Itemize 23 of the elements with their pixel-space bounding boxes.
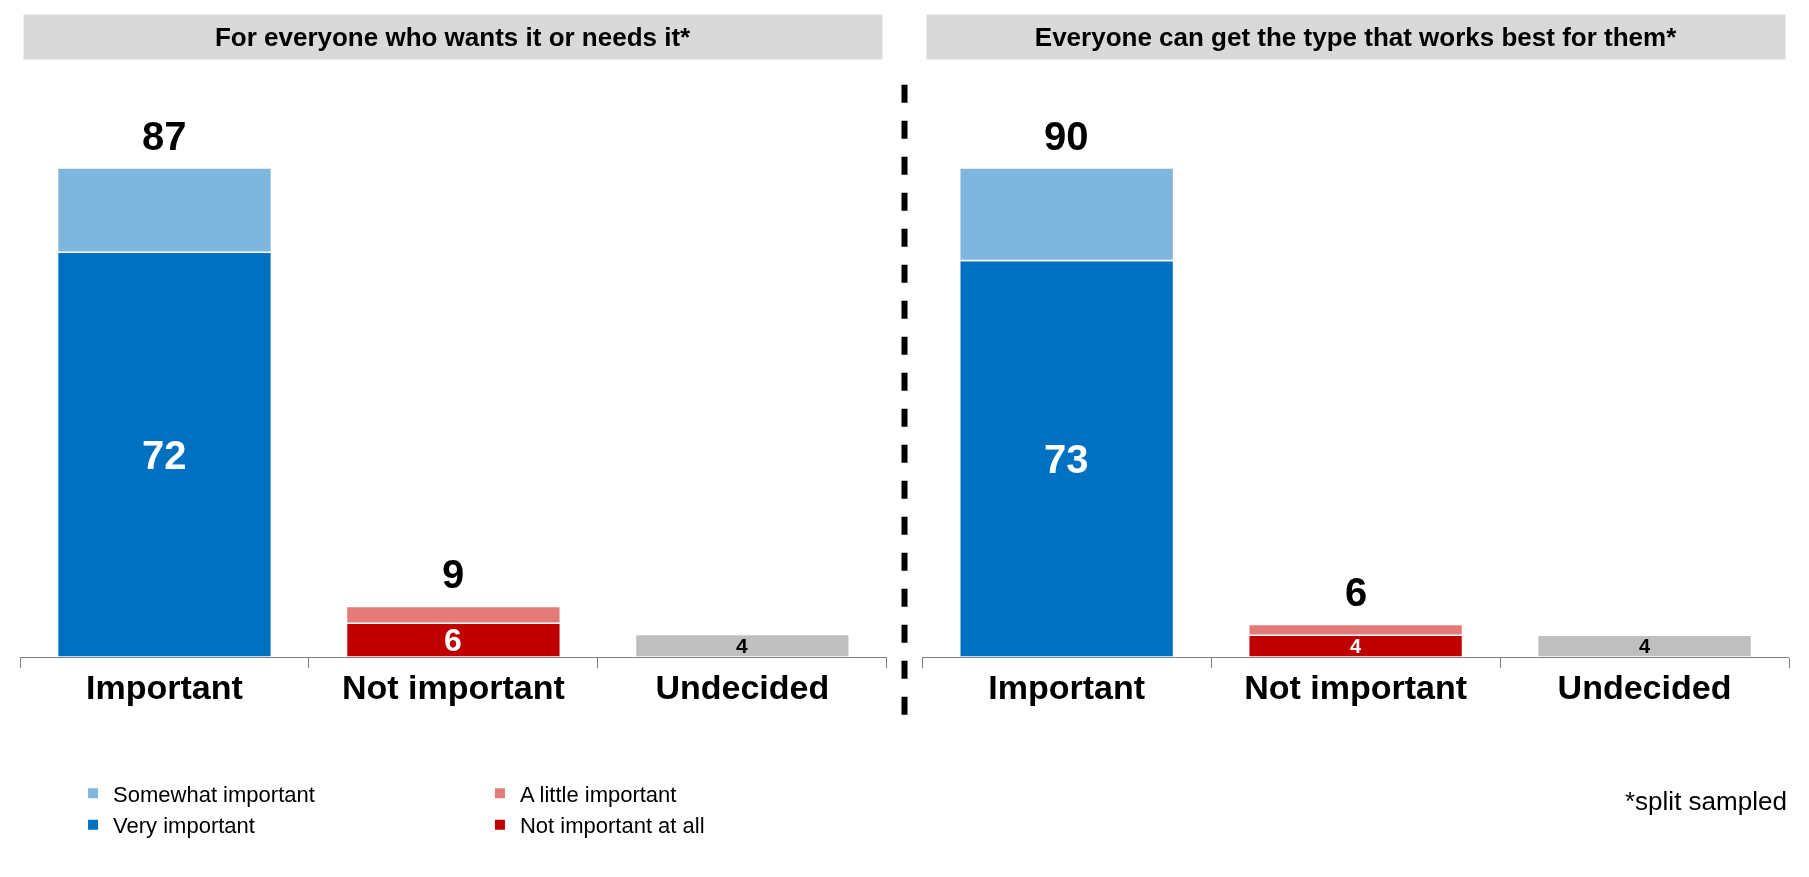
legend-label: Not important at all [519, 813, 705, 839]
legend-label: A little important [519, 781, 677, 807]
data-label: 73 [1044, 437, 1089, 481]
data-label: 4 [1350, 635, 1362, 657]
legend-label: Very important [113, 813, 255, 839]
text: *split sampled [1625, 786, 1787, 816]
data-label: 4 [1639, 635, 1651, 657]
x-tick-label: Undecided [655, 667, 830, 706]
total-label: 87 [142, 114, 187, 158]
x-tick-label: Important [988, 667, 1146, 706]
total-label: 9 [442, 552, 465, 596]
chart-title: For everyone who wants it or needs it* [214, 22, 692, 52]
chart-title: Everyone can get the type that works best for them* [1034, 22, 1678, 52]
x-tick-label: Important [86, 667, 243, 706]
data-label: 6 [444, 622, 462, 658]
legend-label: Somewhat important [113, 781, 315, 807]
x-tick-label: Not important [341, 667, 565, 706]
total-label: 6 [1345, 570, 1368, 614]
total-label: 90 [1044, 114, 1089, 158]
data-label: 72 [142, 433, 187, 477]
x-tick-label: Not important [1244, 667, 1468, 706]
data-label: 4 [736, 634, 748, 657]
x-tick-label: Undecided [1557, 667, 1732, 706]
